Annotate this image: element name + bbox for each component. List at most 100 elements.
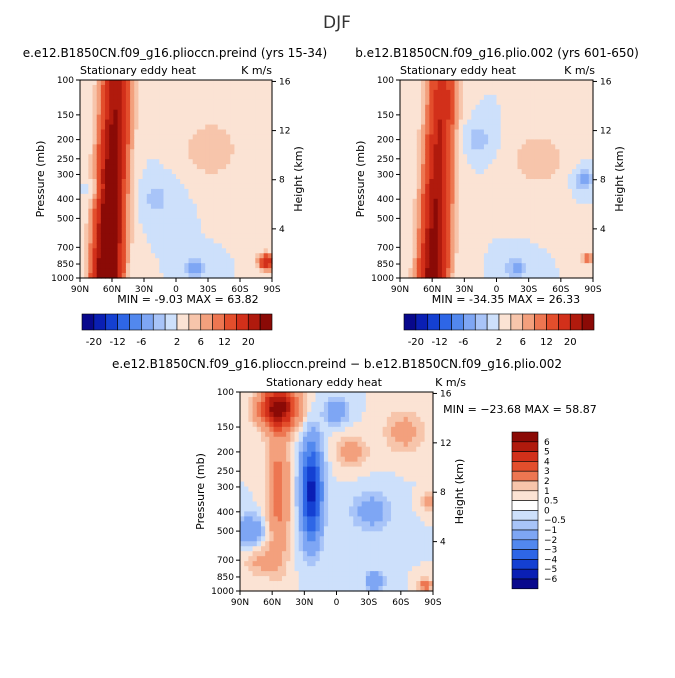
contour-cell [320,576,325,582]
contour-cell [159,248,164,254]
contour-cell [218,159,223,165]
contour-cell [320,551,325,557]
contour-cell [209,90,214,96]
contour-cell [193,130,198,136]
contour-cell [295,487,300,493]
contour-cell [230,105,235,111]
contour-cell [180,100,185,106]
contour-cell [163,105,168,111]
contour-cell [303,462,308,468]
contour-cell [134,139,139,145]
contour-cell [113,219,118,225]
contour-cell [488,209,493,215]
contour-cell [93,229,98,235]
contour-cell [253,432,258,438]
contour-cell [316,467,321,473]
contour-cell [93,105,98,111]
contour-cell [261,571,266,577]
contour-cell [442,248,447,254]
contour-cell [240,556,245,562]
contour-cell [265,462,270,468]
contour-cell [299,472,304,478]
contour-cell [307,492,312,498]
contour-cell [155,105,160,111]
contour-cell [118,214,123,220]
contour-cell [264,243,269,249]
contour-cell [345,496,350,502]
contour-cell [349,531,354,537]
contour-cell [299,526,304,532]
contour-cell [349,477,354,483]
contour-cell [555,90,560,96]
contour-cell [413,174,418,180]
contour-cell [522,258,527,264]
contour-cell [109,149,114,155]
contour-cell [400,204,405,210]
contour-cell [269,556,274,562]
contour-cell [526,219,531,225]
contour-cell [442,115,447,121]
contour-cell [143,204,148,210]
contour-cell [269,392,274,398]
contour-cell [134,164,139,170]
contour-cell [328,546,333,552]
contour-cell [576,80,581,86]
contour-cell [413,169,418,175]
contour-cell [513,224,518,230]
contour-cell [147,139,152,145]
contour-cell [226,268,231,274]
contour-cell [118,130,123,136]
contour-cell [332,472,337,478]
contour-cell [259,149,264,155]
contour-cell [332,407,337,413]
contour-cell [143,248,148,254]
contour-cell [349,561,354,567]
contour-cell [413,179,418,185]
contour-cell [400,263,405,269]
contour-cell [201,238,206,244]
colorbar-swatch [428,314,440,330]
contour-cell [455,214,460,220]
contour-cell [564,159,569,165]
contour-cell [442,80,447,86]
contour-cell [357,556,362,562]
contour-cell [488,214,493,220]
contour-cell [257,581,262,587]
contour-cell [442,105,447,111]
contour-cell [353,392,358,398]
contour-cell [247,194,252,200]
contour-cell [341,457,346,463]
contour-cell [585,268,590,274]
contour-cell [184,144,189,150]
contour-cell [101,229,106,235]
contour-cell [93,179,98,185]
contour-cell [471,80,476,86]
contour-cell [311,402,316,408]
contour-cell [455,184,460,190]
contour-cell [559,199,564,205]
contour-cell [290,526,295,532]
contour-cell [105,174,110,180]
contour-cell [159,110,164,116]
contour-cell [261,541,266,547]
contour-cell [97,154,102,160]
contour-cell [251,194,256,200]
contour-cell [337,417,342,423]
contour-cell [109,120,114,126]
contour-cell [176,248,181,254]
contour-cell [184,115,189,121]
contour-cell [538,253,543,259]
contour-cell [345,447,350,453]
contour-cell [316,536,321,542]
contour-cell [320,566,325,572]
contour-cell [484,164,489,170]
contour-cell [269,457,274,463]
contour-cell [471,179,476,185]
contour-cell [413,204,418,210]
contour-cell [497,95,502,101]
contour-cell [459,214,464,220]
contour-cell [551,179,556,185]
contour-cell [357,472,362,478]
contour-cell [551,154,556,160]
contour-cell [538,80,543,86]
